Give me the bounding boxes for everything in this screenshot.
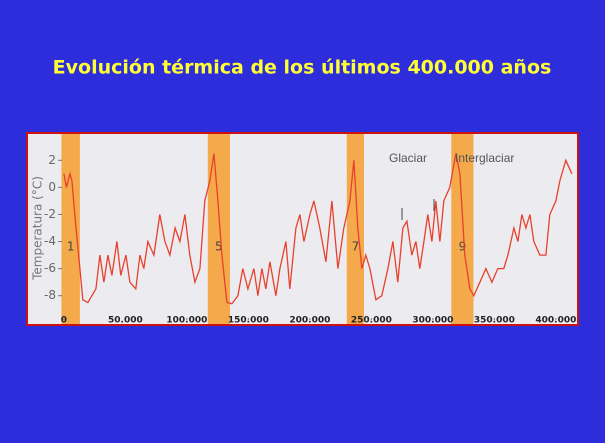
y-tick-label: 2 [48,153,56,167]
annotation: Glaciar [389,151,427,165]
y-tick-label: -8 [44,288,56,302]
y-tick-label: -4 [44,234,56,248]
x-tick-label: 250.000 [351,316,392,326]
band-label: 5 [215,240,223,254]
x-tick-label: 50.000 [108,316,143,326]
band [346,134,364,324]
annotation: Interglaciar [455,151,514,165]
x-tick-label: 150.000 [228,316,269,326]
band [61,134,80,324]
plot: 1 5 7 9 2 0 -2 -4 -6 -8 0 50.000 100.000 150.000 200.0… [44,134,576,326]
y-tick-label: -2 [44,207,56,221]
x-tick-label: 300.000 [412,316,453,326]
band-label: 1 [67,240,75,254]
x-tick-label: 100.000 [166,316,207,326]
y-axis-label: Temperatura (°C) [31,176,45,281]
band-label: 7 [352,240,360,254]
temperature-line [63,153,573,305]
y-tick-label: 0 [48,180,56,194]
title: Evolución térmica de los últimos 400.000… [53,57,552,79]
y-tick-label: -6 [44,261,56,275]
x-tick-label: 200.000 [289,316,330,326]
x-tick-label: 400.000 [535,316,576,326]
band-label: 9 [459,240,467,254]
x-tick-label: 0 [61,316,67,326]
x-tick-label: 350.000 [474,316,515,326]
